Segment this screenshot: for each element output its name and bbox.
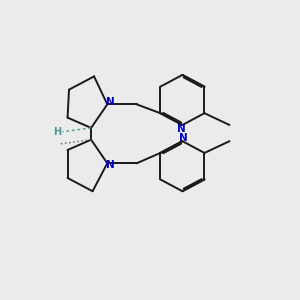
Text: H: H — [53, 127, 61, 137]
Text: N: N — [106, 160, 115, 170]
Text: N: N — [106, 97, 115, 107]
Text: N: N — [179, 133, 188, 142]
Text: N: N — [176, 124, 185, 134]
